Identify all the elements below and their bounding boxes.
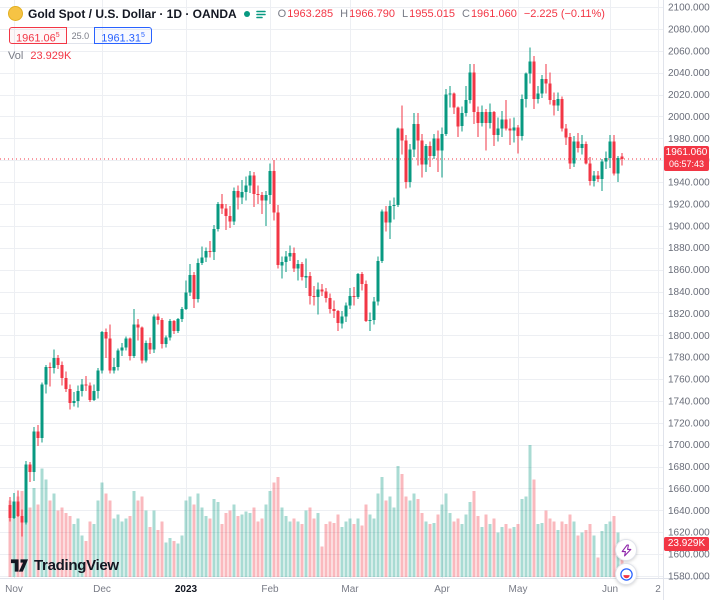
svg-text:1980.000: 1980.000 [668, 134, 710, 145]
last-price-chip: 1961.060 06:57:43 [664, 146, 709, 172]
tradingview-logo-text: TradingView [34, 557, 119, 574]
volume-label: Vol [8, 50, 24, 62]
svg-text:Feb: Feb [261, 584, 279, 595]
svg-text:1740.000: 1740.000 [668, 396, 710, 407]
volume-value: 23.929K [30, 50, 72, 62]
svg-text:2040.000: 2040.000 [668, 68, 710, 79]
quote-panel: 1961.065 25.0 1961.315 [9, 27, 605, 45]
legend: Gold Spot / U.S. Dollar · 1D · OANDA O19… [8, 6, 605, 62]
candlestick-series [8, 47, 624, 537]
svg-text:1840.000: 1840.000 [668, 287, 710, 298]
buy-button[interactable]: 1961.315 [94, 27, 152, 45]
symbol-title[interactable]: Gold Spot / U.S. Dollar · 1D · OANDA [28, 6, 237, 21]
svg-text:1880.000: 1880.000 [668, 243, 710, 254]
svg-text:1900.000: 1900.000 [668, 221, 710, 232]
svg-text:1620.000: 1620.000 [668, 528, 710, 539]
svg-text:2023: 2023 [175, 584, 198, 595]
svg-text:1800.000: 1800.000 [668, 331, 710, 342]
spread-value: 25.0 [66, 27, 95, 44]
legend-symbol-row[interactable]: Gold Spot / U.S. Dollar · 1D · OANDA O19… [8, 6, 605, 21]
svg-text:2: 2 [655, 584, 661, 595]
svg-text:1760.000: 1760.000 [668, 375, 710, 386]
symbol-logo-icon [8, 6, 23, 21]
quick-actions-button[interactable] [615, 539, 637, 561]
tradingview-logo[interactable]: TradingView [10, 557, 119, 574]
floating-buttons [615, 539, 637, 585]
price-change: −2.225 (−0.11%) [523, 7, 605, 20]
last-volume-chip: 23.929K [664, 536, 709, 551]
svg-text:2100.000: 2100.000 [668, 3, 710, 14]
tradingview-glyph-icon [10, 559, 29, 572]
svg-text:1920.000: 1920.000 [668, 199, 710, 210]
svg-text:1940.000: 1940.000 [668, 178, 710, 189]
svg-text:1660.000: 1660.000 [668, 484, 710, 495]
bar-countdown: 06:57:43 [668, 159, 705, 170]
svg-text:1680.000: 1680.000 [668, 462, 710, 473]
last-price-value: 1961.060 [665, 147, 708, 159]
lightning-icon [621, 544, 631, 556]
svg-text:Dec: Dec [93, 584, 111, 595]
sell-button[interactable]: 1961.065 [9, 27, 67, 45]
svg-text:Nov: Nov [5, 584, 23, 595]
svg-text:1860.000: 1860.000 [668, 265, 710, 276]
svg-text:1700.000: 1700.000 [668, 440, 710, 451]
svg-text:2000.000: 2000.000 [668, 112, 710, 123]
svg-text:Jun: Jun [602, 584, 618, 595]
svg-text:2020.000: 2020.000 [668, 90, 710, 101]
grid [0, 0, 663, 578]
svg-text:1600.000: 1600.000 [668, 550, 710, 561]
data-mode-icon [255, 8, 267, 20]
svg-text:May: May [509, 584, 528, 595]
ohlc-values: O1963.285 H1966.790 L1955.015 C1961.060 … [278, 8, 605, 20]
volume-series [8, 445, 624, 577]
svg-text:1720.000: 1720.000 [668, 418, 710, 429]
svg-text:2080.000: 2080.000 [668, 24, 710, 35]
ohlc-low: L1955.015 [401, 7, 455, 20]
market-status-dot-icon [243, 10, 250, 17]
volume-row[interactable]: Vol 23.929K [8, 50, 605, 62]
ohlc-open: O1963.285 [277, 7, 334, 20]
svg-text:1820.000: 1820.000 [668, 309, 710, 320]
sentiment-button[interactable] [615, 563, 637, 585]
ohlc-high: H1966.790 [340, 7, 395, 20]
svg-text:Mar: Mar [341, 584, 359, 595]
time-axis[interactable]: Nov Dec 2023 Feb Mar Apr May Jun 2 [5, 584, 661, 595]
svg-text:1640.000: 1640.000 [668, 506, 710, 517]
svg-text:Apr: Apr [434, 584, 450, 595]
svg-text:2060.000: 2060.000 [668, 46, 710, 57]
sentiment-icon [619, 567, 633, 581]
ohlc-close: C1961.060 [461, 7, 517, 20]
svg-text:1580.000: 1580.000 [668, 572, 710, 583]
svg-text:1780.000: 1780.000 [668, 353, 710, 364]
